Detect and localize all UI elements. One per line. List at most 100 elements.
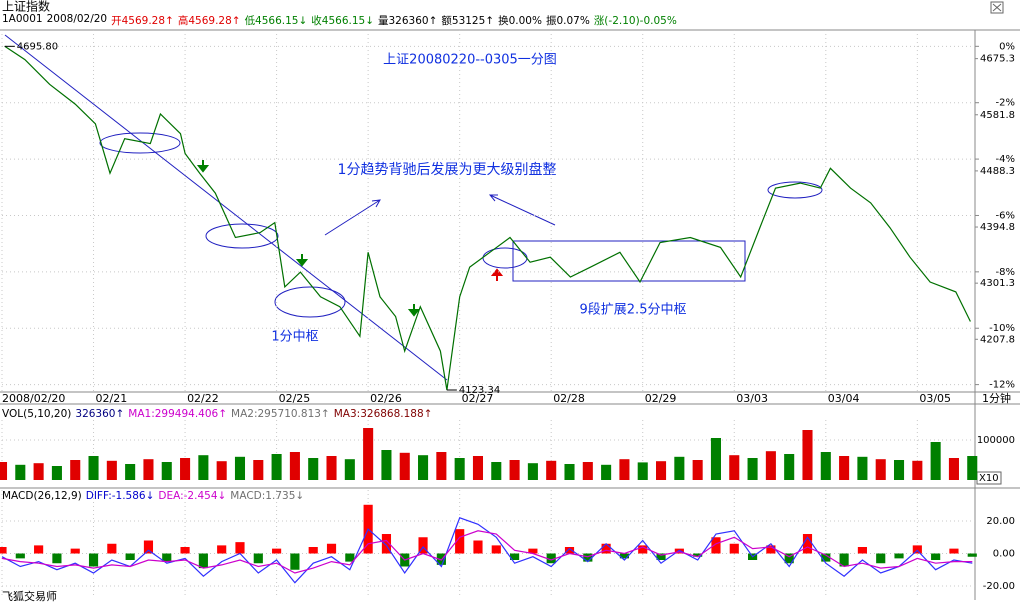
y-tick-label: -20.00 [983, 581, 1015, 592]
y-tick-label: 4394.8 [980, 222, 1015, 233]
volume-bar [839, 456, 850, 480]
volume-bar [857, 456, 868, 480]
macd-line [1, 530, 973, 574]
volume-bar [70, 460, 81, 480]
macd-bar [107, 543, 117, 554]
volume-bar [527, 463, 538, 480]
y2-tick-label: -12% [989, 380, 1015, 391]
macd-bar [88, 553, 99, 567]
window-title: 上证指数 [2, 0, 50, 14]
macd-bar [52, 553, 62, 564]
macd-bar [766, 545, 776, 554]
volume-bar [472, 456, 484, 480]
quote-item: 量326360↑ [378, 15, 438, 27]
volume-bar [674, 456, 685, 480]
close-icon [992, 3, 1002, 12]
y2-tick-label: -2% [996, 98, 1015, 109]
y2-tick-label: -10% [989, 323, 1015, 334]
volume-bar [967, 456, 978, 480]
volume-bar [106, 460, 117, 480]
annotation: 1分中枢 [271, 330, 318, 345]
sell-signal [196, 160, 210, 173]
macd-bar [802, 534, 813, 554]
volume-bar [161, 462, 172, 480]
macd-legend: MACD(26,12,9) DIFF:-1.586↓ DEA:-2.454↓ MACD… [2, 490, 304, 502]
macd-bar [0, 547, 7, 554]
volume-bar [198, 455, 209, 480]
quote-row: 1A0001 2008/02/20 开4569.28↑ 高4569.28↑ 低4566.… [2, 13, 677, 28]
quote-item: 振0.07% [545, 15, 590, 27]
macd-bar [656, 553, 666, 560]
pivot-ellipse [767, 181, 823, 199]
volume-bar [33, 463, 44, 480]
x-tick-label: 02/22 [187, 392, 219, 405]
volume-bar [619, 459, 630, 480]
arrow [488, 194, 556, 226]
macd-bar [693, 553, 703, 557]
macd-bar [839, 553, 849, 567]
macd-bar [638, 545, 648, 554]
quote-item: 2008/02/20 [46, 13, 108, 25]
volume-bar [692, 460, 703, 480]
pivot-ellipse [99, 132, 181, 154]
macd-bar [912, 545, 922, 554]
y-tick-label: 4488.3 [980, 166, 1015, 177]
volume-bar [747, 458, 758, 480]
macd-bar [143, 540, 154, 554]
volume-bar [216, 461, 227, 480]
volume-bar [509, 460, 520, 480]
volume-bar [875, 459, 886, 480]
macd-bar [455, 529, 465, 554]
footer: 飞狐交易师 [2, 589, 57, 603]
legend-item: 326360↑ [75, 408, 125, 420]
macd-bar [381, 534, 392, 554]
quote-item: 收4566.15↓ [311, 15, 374, 27]
quote-item: 换0.00% [498, 15, 542, 27]
annotation: 1分趋势背驰后发展为更大级别盘整 [338, 161, 557, 178]
volume-bar [418, 455, 429, 480]
macd-bar [345, 553, 355, 562]
macd-bar [326, 543, 337, 554]
macd-bar [180, 547, 190, 554]
macd-bar [931, 553, 941, 560]
macd-bar [967, 553, 977, 557]
annotation: 9段扩展2.5分中枢 [580, 303, 687, 318]
y2-tick-label: -6% [996, 210, 1015, 221]
y-tick-label: 4207.8 [980, 334, 1015, 345]
volume-bar [802, 430, 813, 480]
pivot-box [512, 240, 746, 282]
macd-bar [473, 540, 483, 554]
volume-bar [253, 460, 264, 480]
x-tick-label: 03/03 [736, 392, 768, 405]
macd-bar [235, 542, 245, 554]
extreme-label: 4123.34 [459, 385, 500, 396]
volume-bar [564, 464, 575, 480]
volume-bar [491, 462, 502, 480]
arrow [324, 199, 381, 236]
macd-bar [674, 548, 684, 554]
macd-bar [601, 543, 611, 554]
legend-item: MA1:299494.406↑ [128, 408, 228, 420]
volume-bar [234, 456, 246, 480]
sell-signal [407, 304, 421, 317]
volume-bar [15, 464, 26, 480]
volume-bar [912, 460, 923, 480]
quote-item: 1A0001 [2, 13, 43, 25]
macd-bar [418, 537, 428, 554]
macd-bar [711, 537, 721, 554]
y-tick-label: 0.00 [993, 549, 1015, 560]
volume-bar [765, 451, 776, 480]
volume-bar [582, 462, 593, 480]
macd-bar [564, 547, 575, 554]
macd-bar [125, 553, 135, 560]
macd-bar [272, 548, 282, 554]
macd-bar [198, 553, 208, 569]
legend-item: DIFF:-1.586↓ [85, 490, 155, 502]
legend-item: MACD:1.735↓ [230, 490, 305, 502]
volume-bar [820, 452, 831, 480]
volume-bar [344, 459, 355, 480]
volume-bar [656, 461, 667, 480]
macd-bar [217, 545, 227, 554]
